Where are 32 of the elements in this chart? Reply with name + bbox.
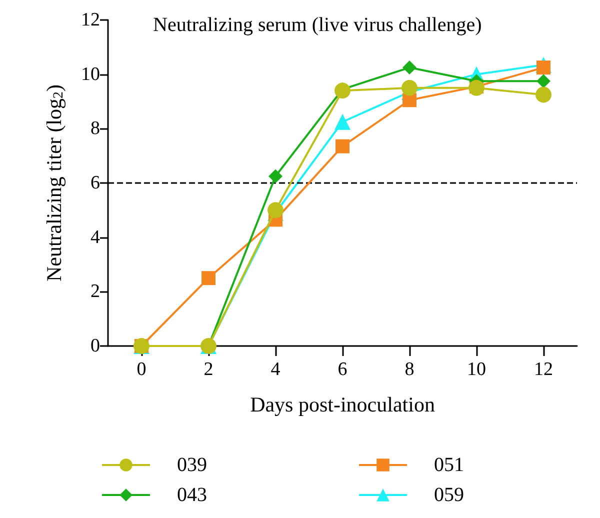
x-tick-label: 2: [204, 359, 214, 380]
y-tick-label: 8: [90, 118, 100, 140]
legend-label: 043: [177, 484, 207, 506]
x-tick-label: 8: [404, 359, 414, 380]
chart-title: Neutralizing serum (live virus challenge): [153, 14, 482, 36]
y-tick-label: 10: [81, 64, 100, 85]
point: [336, 139, 350, 154]
y-tick-label: 12: [81, 10, 100, 30]
x-tick-label: 10: [467, 359, 486, 380]
point: [536, 86, 552, 103]
point: [402, 60, 416, 75]
point: [202, 271, 216, 286]
y-axis-title: Neutralizing titer (log2): [42, 84, 66, 282]
point: [536, 74, 550, 88]
legend-label: 059: [434, 484, 464, 506]
y-tick-label: 0: [90, 336, 100, 356]
legend-label: 051: [434, 454, 464, 476]
point: [268, 169, 282, 184]
point: [536, 60, 550, 75]
x-tick-label: 6: [338, 359, 348, 380]
y-tick-label: 4: [90, 226, 100, 248]
legend-label: 039: [177, 454, 207, 476]
point: [334, 114, 350, 130]
y-tick-label: 2: [90, 281, 100, 302]
x-axis-title: Days post-inoculation: [250, 392, 436, 416]
x-tick-label: 0: [136, 359, 146, 380]
point: [402, 80, 418, 96]
point: [268, 202, 284, 218]
point: [334, 82, 350, 99]
x-tick-label: 4: [270, 359, 281, 380]
x-tick-label: 12: [534, 359, 553, 380]
y-tick-label: 6: [90, 172, 100, 194]
